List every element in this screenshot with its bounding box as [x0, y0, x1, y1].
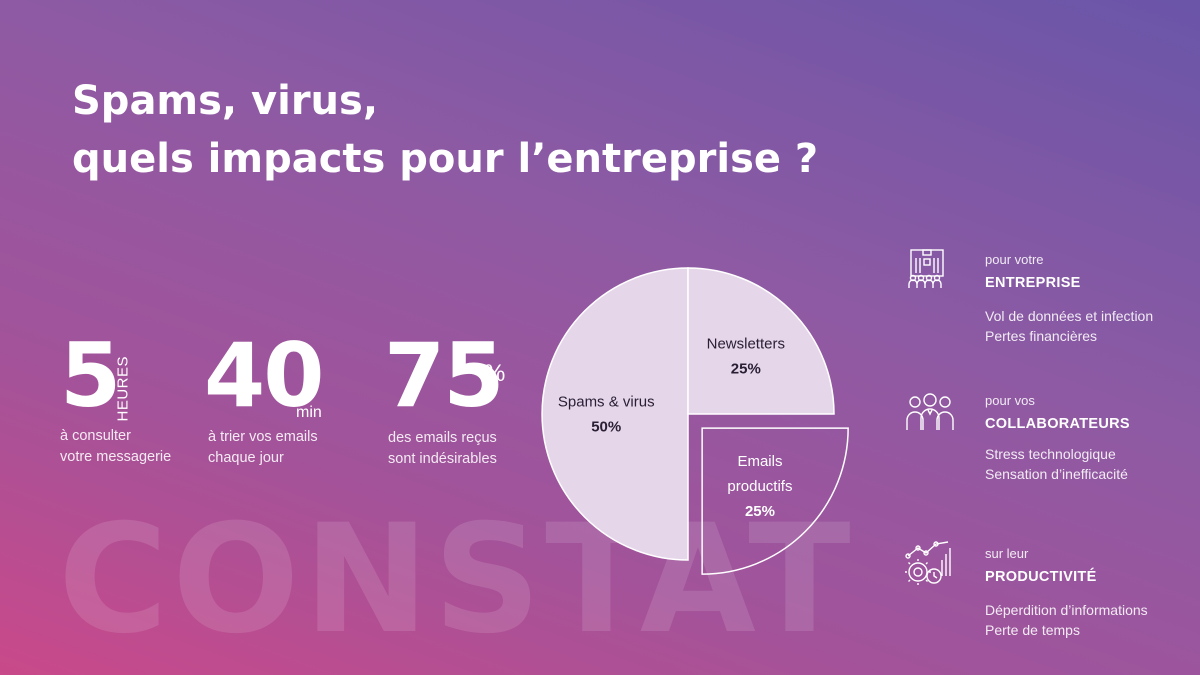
impact-collaborateurs-small: pour vos	[985, 393, 1035, 408]
stat-percent-desc-line-1: des emails reçus	[388, 430, 497, 446]
stat-hours-desc: à consulter votre messagerie	[60, 426, 171, 468]
stat-hours-unit: HEURES	[114, 355, 132, 422]
stat-hours-desc-line-2: votre messagerie	[60, 449, 172, 465]
title-line-2: quels impacts pour l’entreprise ?	[72, 136, 819, 182]
stat-minutes-desc: à trier vos emails chaque jour	[208, 427, 318, 469]
stat-percent-desc-line-2: sont indésirables	[388, 451, 497, 467]
impact-productivite-small: sur leur	[985, 546, 1029, 561]
pie-label-2-1: productifs	[727, 478, 792, 495]
productivity-gears-icon	[905, 541, 951, 585]
pie-value-label-1: 25%	[731, 361, 761, 378]
stat-minutes-unit: min	[296, 404, 322, 421]
pie-slice-0	[541, 267, 689, 561]
page-title: Spams, virus, quels impacts pour l’entre…	[72, 72, 818, 188]
pie-label-1-0: Newsletters	[707, 336, 785, 353]
impact-entreprise-line-2: Pertes financières	[985, 328, 1098, 344]
pie-label-0-0: Spams & virus	[558, 394, 655, 411]
stat-minutes-value: 40	[204, 324, 324, 427]
watermark-text: CONSTAT	[58, 493, 855, 667]
pie-value-label-0: 50%	[591, 419, 621, 436]
impact-productivite-head: PRODUCTIVITÉ	[985, 569, 1097, 585]
impact-collaborateurs-lines: Stress technologique Sensation d’ineffic…	[985, 444, 1128, 484]
pie-slice-2	[701, 427, 849, 575]
stat-percent-unit: %	[484, 360, 506, 387]
impact-collaborateurs-head: COLLABORATEURS	[985, 416, 1130, 432]
pie-label-2-0: Emails	[737, 453, 782, 470]
team-people-icon	[906, 393, 954, 430]
building-people-icon	[908, 249, 944, 288]
stat-minutes-desc-line-1: à trier vos emails	[208, 429, 318, 445]
impact-entreprise-head: ENTREPRISE	[985, 275, 1081, 291]
impact-entreprise-small: pour votre	[985, 252, 1044, 267]
impact-productivite-line-2: Perte de temps	[985, 622, 1080, 638]
impact-entreprise-lines: Vol de données et infection Pertes finan…	[985, 306, 1153, 346]
stat-hours-desc-line-1: à consulter	[60, 428, 131, 444]
stat-hours-value: 5	[60, 324, 121, 427]
impact-collaborateurs-line-1: Stress technologique	[985, 446, 1116, 462]
stat-minutes-desc-line-2: chaque jour	[208, 450, 284, 466]
email-pie-chart: Spams & virus 50% Newsletters 25% Emails prod…	[541, 267, 849, 575]
title-line-1: Spams, virus,	[72, 78, 379, 124]
impact-entreprise-line-1: Vol de données et infection	[985, 308, 1154, 324]
pie-slice-1	[687, 267, 835, 415]
stat-percent-desc: des emails reçus sont indésirables	[388, 428, 497, 470]
impact-productivite-lines: Déperdition d’informations Perte de temp…	[985, 600, 1148, 640]
pie-value-label-2: 25%	[745, 503, 775, 520]
impact-collaborateurs-line-2: Sensation d’inefficacité	[985, 466, 1128, 482]
stat-percent-value: 75	[384, 324, 504, 427]
impact-productivite-line-1: Déperdition d’informations	[985, 602, 1148, 618]
